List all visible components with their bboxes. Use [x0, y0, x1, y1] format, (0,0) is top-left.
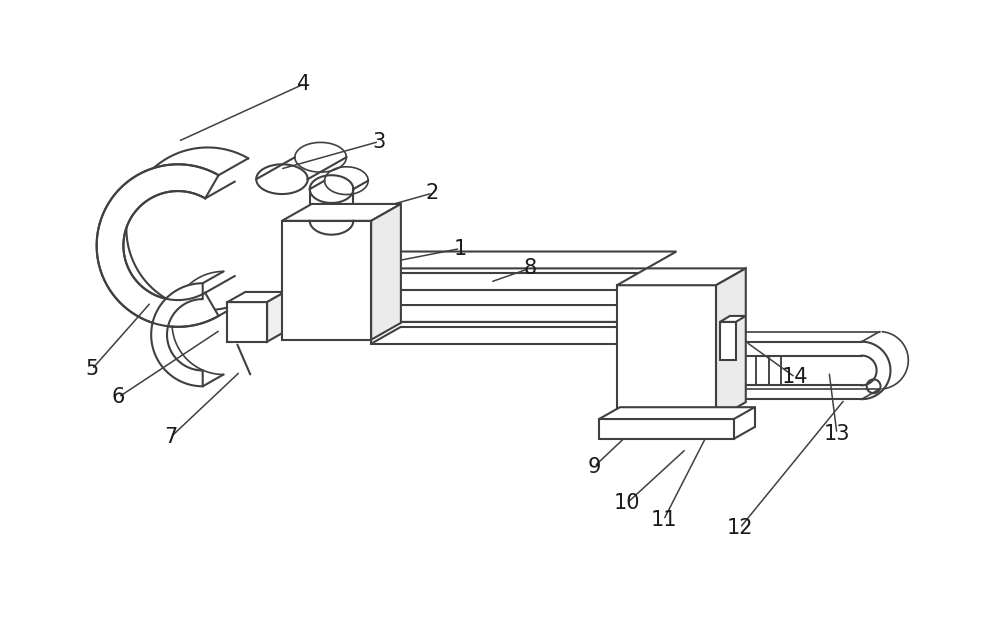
- Text: 8: 8: [523, 258, 536, 278]
- Text: 7: 7: [164, 427, 178, 447]
- Polygon shape: [151, 283, 203, 386]
- Polygon shape: [227, 292, 285, 302]
- Polygon shape: [617, 268, 746, 286]
- Polygon shape: [599, 407, 755, 419]
- Polygon shape: [617, 286, 716, 419]
- Text: 6: 6: [112, 387, 125, 407]
- Polygon shape: [371, 204, 401, 340]
- Polygon shape: [282, 221, 371, 340]
- Polygon shape: [720, 322, 736, 360]
- Text: 3: 3: [372, 132, 386, 151]
- Polygon shape: [599, 419, 734, 439]
- Polygon shape: [371, 322, 647, 344]
- Polygon shape: [282, 204, 401, 221]
- Polygon shape: [371, 268, 647, 290]
- Polygon shape: [267, 292, 285, 342]
- Text: 9: 9: [587, 457, 601, 476]
- Polygon shape: [716, 268, 746, 419]
- Polygon shape: [227, 302, 267, 342]
- Text: 11: 11: [650, 510, 677, 530]
- Polygon shape: [371, 305, 676, 322]
- Text: 12: 12: [727, 518, 753, 538]
- Text: 2: 2: [426, 183, 439, 203]
- Text: 10: 10: [614, 493, 640, 513]
- Text: 14: 14: [782, 367, 809, 387]
- Text: 13: 13: [824, 424, 850, 444]
- Polygon shape: [97, 164, 219, 327]
- Polygon shape: [720, 316, 746, 322]
- Text: 1: 1: [454, 239, 467, 258]
- Text: 4: 4: [297, 74, 310, 94]
- Polygon shape: [371, 252, 676, 268]
- Text: 5: 5: [85, 360, 98, 379]
